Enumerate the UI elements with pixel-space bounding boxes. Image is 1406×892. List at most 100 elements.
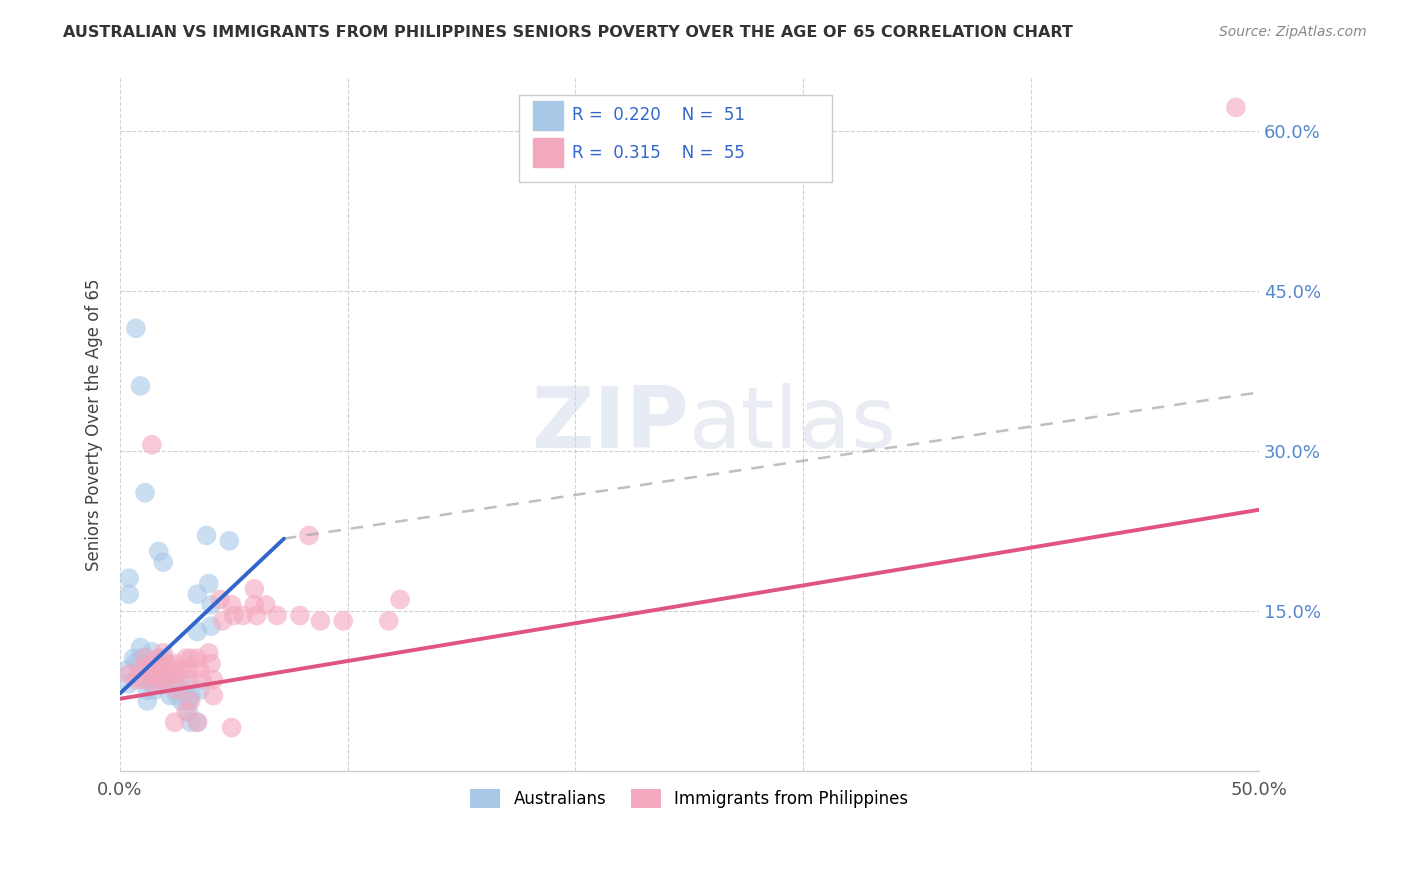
Point	[163, 715, 186, 730]
FancyBboxPatch shape	[519, 95, 832, 182]
Point	[288, 608, 311, 623]
Point	[191, 673, 214, 687]
Point	[186, 715, 208, 730]
Point	[174, 705, 197, 719]
Text: R =  0.315    N =  55: R = 0.315 N = 55	[572, 144, 745, 162]
Point	[211, 614, 233, 628]
Point	[1225, 100, 1247, 114]
Point	[180, 694, 202, 708]
Point	[136, 662, 159, 676]
Point	[149, 678, 172, 692]
Point	[186, 651, 208, 665]
Point	[197, 576, 219, 591]
Y-axis label: Seniors Poverty Over the Age of 65: Seniors Poverty Over the Age of 65	[86, 278, 103, 571]
Point	[298, 528, 321, 542]
Point	[180, 689, 202, 703]
Point	[389, 592, 412, 607]
Point	[149, 673, 172, 687]
Point	[134, 651, 156, 665]
Point	[209, 592, 232, 607]
Point	[134, 650, 156, 665]
Point	[136, 694, 159, 708]
Point	[134, 662, 156, 676]
Point	[129, 652, 152, 666]
Point	[332, 614, 354, 628]
Point	[177, 694, 200, 708]
Point	[170, 683, 193, 698]
Point	[309, 614, 332, 628]
Point	[266, 608, 288, 623]
Point	[115, 663, 138, 677]
Point	[156, 667, 179, 681]
Text: atlas: atlas	[689, 383, 897, 466]
Point	[129, 379, 152, 393]
Point	[118, 677, 141, 691]
Point	[148, 667, 170, 681]
Point	[174, 651, 197, 665]
Point	[163, 657, 186, 671]
Point	[170, 694, 193, 708]
Point	[155, 657, 177, 671]
Point	[159, 689, 181, 703]
Point	[152, 646, 174, 660]
Point	[132, 673, 155, 687]
Point	[232, 608, 254, 623]
Point	[177, 662, 200, 676]
Point	[243, 598, 266, 612]
Point	[200, 657, 222, 671]
Legend: Australians, Immigrants from Philippines: Australians, Immigrants from Philippines	[464, 782, 915, 815]
Point	[132, 673, 155, 687]
Point	[148, 657, 170, 671]
Point	[156, 678, 179, 692]
Text: Source: ZipAtlas.com: Source: ZipAtlas.com	[1219, 25, 1367, 39]
Point	[141, 438, 163, 452]
FancyBboxPatch shape	[533, 101, 562, 130]
Point	[177, 705, 200, 719]
Point	[152, 555, 174, 569]
Point	[180, 715, 202, 730]
Point	[156, 657, 179, 671]
Point	[118, 571, 141, 585]
Point	[254, 598, 277, 612]
Point	[221, 598, 243, 612]
Point	[159, 667, 181, 681]
Point	[152, 651, 174, 665]
Point	[377, 614, 399, 628]
Point	[132, 662, 155, 676]
Point	[174, 678, 197, 692]
Point	[186, 715, 208, 730]
Point	[118, 587, 141, 601]
Point	[222, 608, 245, 623]
Point	[149, 662, 172, 676]
Point	[180, 651, 202, 665]
Point	[218, 533, 240, 548]
Point	[221, 721, 243, 735]
Point	[177, 673, 200, 687]
Point	[136, 683, 159, 698]
FancyBboxPatch shape	[533, 138, 562, 168]
Point	[125, 673, 148, 687]
Point	[186, 624, 208, 639]
Point	[143, 667, 166, 681]
Point	[118, 667, 141, 681]
Point	[152, 662, 174, 676]
Point	[246, 608, 269, 623]
Point	[125, 656, 148, 670]
Point	[200, 619, 222, 633]
Point	[202, 689, 225, 703]
Point	[200, 598, 222, 612]
Point	[243, 582, 266, 596]
Point	[143, 683, 166, 698]
Point	[134, 485, 156, 500]
Point	[166, 683, 188, 698]
Point	[186, 587, 208, 601]
Point	[188, 683, 211, 698]
Point	[141, 661, 163, 675]
Point	[155, 673, 177, 687]
Point	[141, 645, 163, 659]
Point	[141, 657, 163, 671]
Point	[143, 678, 166, 692]
Point	[143, 673, 166, 687]
Text: ZIP: ZIP	[531, 383, 689, 466]
Point	[122, 651, 145, 665]
